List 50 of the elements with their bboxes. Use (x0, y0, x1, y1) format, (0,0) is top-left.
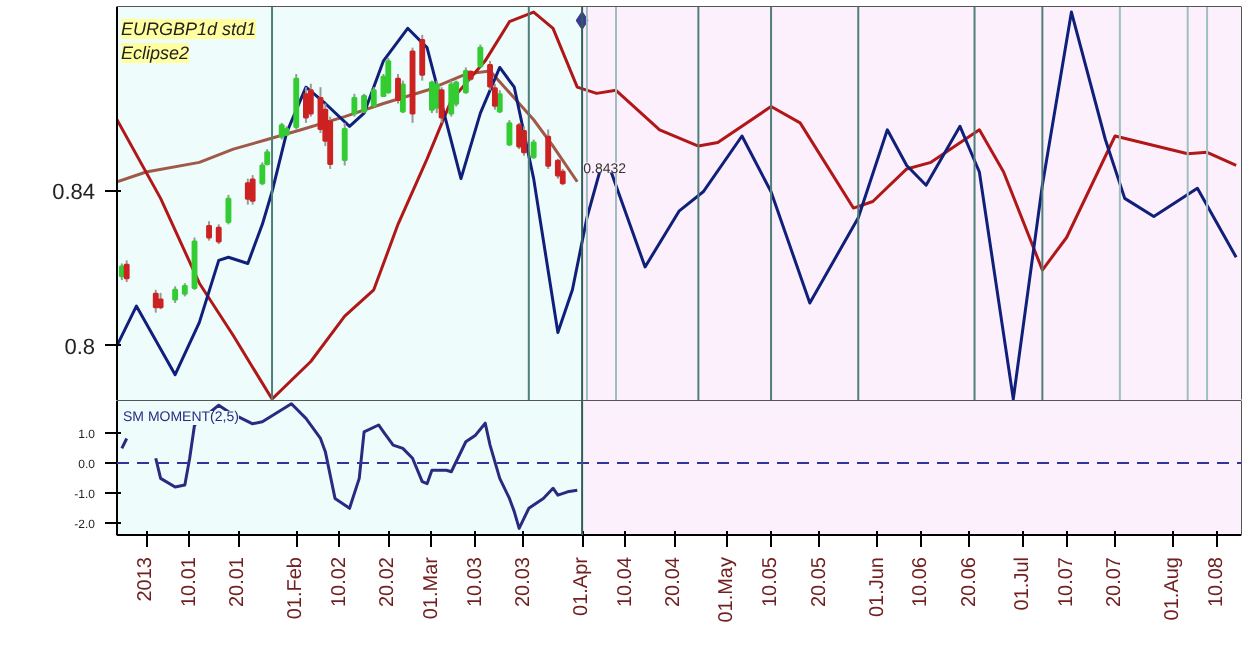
candlestick (206, 220, 212, 242)
x-tick-label: 01.Jun (866, 556, 889, 618)
x-tick-label: 20.07 (1104, 556, 1127, 608)
x-tick-label: 10.08 (1205, 556, 1228, 608)
x-tick-label: 10.04 (614, 556, 637, 608)
x-tick-label: 20.04 (663, 556, 686, 608)
candlestick (545, 128, 552, 170)
x-tick-label: 10.07 (1055, 556, 1078, 608)
x-tick-label: 2013 (135, 556, 158, 602)
x-tick-label: 20.06 (958, 556, 981, 608)
candlestick (438, 86, 445, 124)
candlestick (307, 82, 314, 118)
x-tick-label: 01.Aug (1162, 556, 1185, 621)
candlestick (341, 121, 348, 167)
text: Eclipse2 (121, 43, 190, 63)
candlestick (399, 79, 406, 115)
candlestick (506, 119, 513, 148)
candlestick (249, 174, 256, 206)
candlestick (395, 73, 401, 105)
x-tick-label: 10.01 (178, 556, 201, 608)
x-tick-label: 01.Mar (420, 555, 443, 620)
x-tick-label: 20.02 (377, 556, 400, 608)
x-tick-label: 10.06 (910, 556, 933, 608)
x-tick-label: 01.Jul (1011, 556, 1034, 611)
y-tick-label: 0.8 (64, 335, 96, 360)
x-tick-label: 01.Apr (571, 555, 594, 616)
candlestick (462, 66, 469, 95)
x-tick-label: 01.Feb (285, 556, 308, 620)
x-tick-label: 20.01 (227, 556, 250, 608)
candlestick (225, 193, 232, 226)
x-tick-label: 10.05 (760, 556, 783, 608)
y-tick-label: 0.84 (52, 181, 96, 206)
x-tick-label: 01.May (716, 556, 739, 623)
text: EURGBP1d std1 (121, 19, 257, 39)
candlestick (370, 86, 377, 108)
x-tick-label: 20.05 (808, 556, 831, 608)
candlestick (433, 79, 440, 115)
candlestick (448, 79, 455, 118)
candlestick (152, 288, 159, 314)
candlestick (419, 33, 426, 82)
candlestick (554, 157, 561, 180)
candlestick (351, 92, 358, 118)
x-tick-label: 10.02 (328, 556, 351, 608)
candlestick (530, 138, 537, 160)
candlestick (385, 56, 392, 95)
candlestick (215, 223, 222, 246)
candlestick (123, 259, 130, 284)
candlestick (521, 125, 527, 157)
x-tick-label: 20.03 (512, 556, 535, 608)
x-tick-label: 10.03 (464, 556, 487, 608)
